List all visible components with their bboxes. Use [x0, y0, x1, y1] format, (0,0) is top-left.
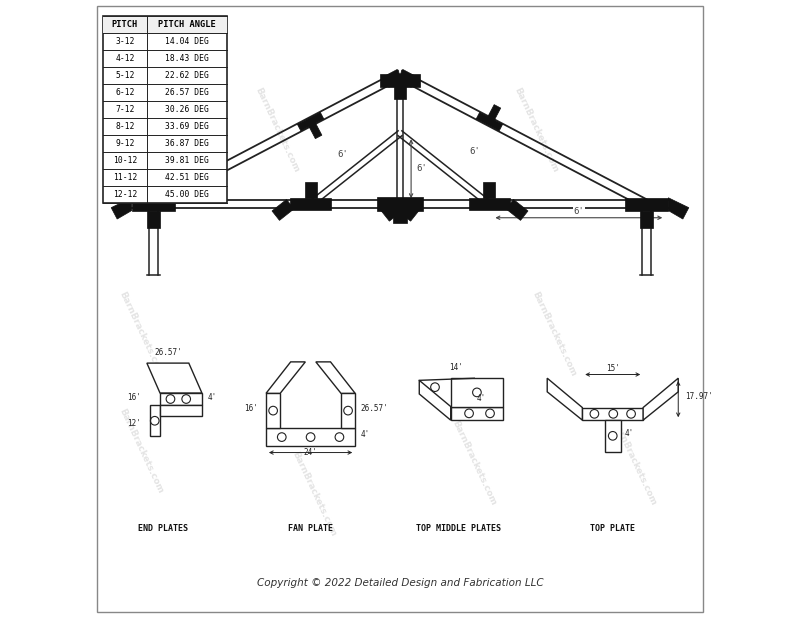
Text: 42.51 DEG: 42.51 DEG: [166, 172, 210, 182]
Polygon shape: [643, 378, 678, 420]
Polygon shape: [582, 407, 643, 420]
Text: TOP PLATE: TOP PLATE: [590, 524, 635, 533]
Polygon shape: [132, 198, 175, 211]
Text: 6': 6': [338, 150, 348, 159]
Polygon shape: [290, 198, 331, 210]
Text: 39.81 DEG: 39.81 DEG: [166, 156, 210, 165]
Text: BarnBrackets.com: BarnBrackets.com: [512, 87, 559, 174]
Text: 15': 15': [606, 364, 620, 373]
Polygon shape: [486, 104, 501, 124]
Text: BarnBrackets.com: BarnBrackets.com: [253, 87, 300, 174]
Text: 36.87 DEG: 36.87 DEG: [166, 139, 210, 148]
Text: 3-12: 3-12: [115, 37, 134, 46]
Polygon shape: [469, 198, 510, 210]
Text: 11-12: 11-12: [113, 172, 137, 182]
Polygon shape: [483, 182, 495, 198]
Text: PITCH: PITCH: [112, 20, 138, 29]
Text: 10-12: 10-12: [113, 156, 137, 165]
Text: BarnBrackets.com: BarnBrackets.com: [450, 419, 498, 507]
Polygon shape: [398, 69, 417, 87]
Text: 14.04 DEG: 14.04 DEG: [166, 37, 210, 46]
Polygon shape: [394, 80, 406, 99]
Text: 24': 24': [304, 447, 318, 457]
Text: FAN PLATE: FAN PLATE: [288, 524, 333, 533]
Polygon shape: [381, 199, 404, 221]
Polygon shape: [341, 393, 355, 428]
Polygon shape: [150, 405, 160, 436]
Text: 26.57': 26.57': [190, 182, 222, 190]
Text: 4': 4': [624, 429, 634, 438]
Polygon shape: [305, 182, 317, 198]
Polygon shape: [147, 211, 160, 228]
Text: 26.57': 26.57': [360, 404, 388, 413]
Polygon shape: [160, 393, 202, 405]
Polygon shape: [547, 378, 582, 420]
Polygon shape: [605, 420, 621, 452]
Text: 14': 14': [449, 363, 463, 372]
Text: PITCH ANGLE: PITCH ANGLE: [158, 20, 216, 29]
Polygon shape: [396, 199, 419, 221]
Text: 4': 4': [360, 430, 370, 439]
Polygon shape: [111, 198, 132, 219]
Text: 22.62 DEG: 22.62 DEG: [166, 71, 210, 80]
Polygon shape: [668, 198, 689, 219]
Text: 45.00 DEG: 45.00 DEG: [166, 190, 210, 198]
Polygon shape: [266, 428, 355, 446]
Polygon shape: [476, 112, 502, 131]
Text: 4-12: 4-12: [115, 54, 134, 63]
Text: 9-12: 9-12: [115, 139, 134, 148]
Polygon shape: [380, 74, 420, 87]
Polygon shape: [266, 362, 306, 393]
Text: 16': 16': [126, 393, 141, 402]
Text: TOP MIDDLE PLATES: TOP MIDDLE PLATES: [416, 524, 501, 533]
Text: 4': 4': [207, 393, 217, 402]
Text: 6': 6': [416, 164, 427, 173]
Text: 4': 4': [477, 394, 486, 404]
Polygon shape: [147, 363, 202, 393]
Polygon shape: [160, 405, 202, 415]
Text: BarnBrackets.com: BarnBrackets.com: [530, 290, 578, 378]
Text: BarnBrackets.com: BarnBrackets.com: [610, 419, 658, 507]
Text: 6': 6': [574, 207, 584, 216]
Text: 8-12: 8-12: [115, 122, 134, 131]
Text: 16': 16': [244, 404, 258, 413]
FancyBboxPatch shape: [102, 16, 227, 33]
Text: END PLATES: END PLATES: [138, 524, 188, 533]
Text: 6-12: 6-12: [115, 88, 134, 97]
Text: 7-12: 7-12: [115, 105, 134, 114]
Text: 5-12: 5-12: [115, 71, 134, 80]
Text: BarnBrackets.com: BarnBrackets.com: [118, 407, 165, 495]
Text: 26.57 DEG: 26.57 DEG: [166, 88, 210, 97]
Polygon shape: [640, 211, 653, 228]
Text: 6': 6': [470, 147, 480, 156]
Polygon shape: [316, 362, 355, 393]
Text: 18.43 DEG: 18.43 DEG: [166, 54, 210, 63]
Text: 33.69 DEG: 33.69 DEG: [166, 122, 210, 131]
Polygon shape: [450, 378, 503, 407]
Polygon shape: [377, 197, 423, 211]
Polygon shape: [506, 200, 528, 221]
Polygon shape: [419, 380, 450, 420]
Polygon shape: [393, 204, 407, 223]
Polygon shape: [298, 112, 324, 131]
Text: BarnBrackets.com: BarnBrackets.com: [290, 450, 338, 538]
Text: BarnBrackets.com: BarnBrackets.com: [118, 290, 165, 378]
Polygon shape: [266, 393, 280, 428]
Polygon shape: [383, 69, 402, 87]
Text: 12-12: 12-12: [113, 190, 137, 198]
Polygon shape: [450, 407, 503, 420]
Text: Copyright © 2022 Detailed Design and Fabrication LLC: Copyright © 2022 Detailed Design and Fab…: [257, 578, 543, 588]
Polygon shape: [307, 120, 322, 138]
Text: 30.26 DEG: 30.26 DEG: [166, 105, 210, 114]
Text: 12': 12': [126, 419, 141, 428]
Polygon shape: [272, 200, 294, 221]
Text: 26.57': 26.57': [154, 349, 182, 357]
Text: 17.97': 17.97': [685, 392, 713, 401]
Polygon shape: [625, 198, 668, 211]
FancyBboxPatch shape: [102, 16, 227, 203]
